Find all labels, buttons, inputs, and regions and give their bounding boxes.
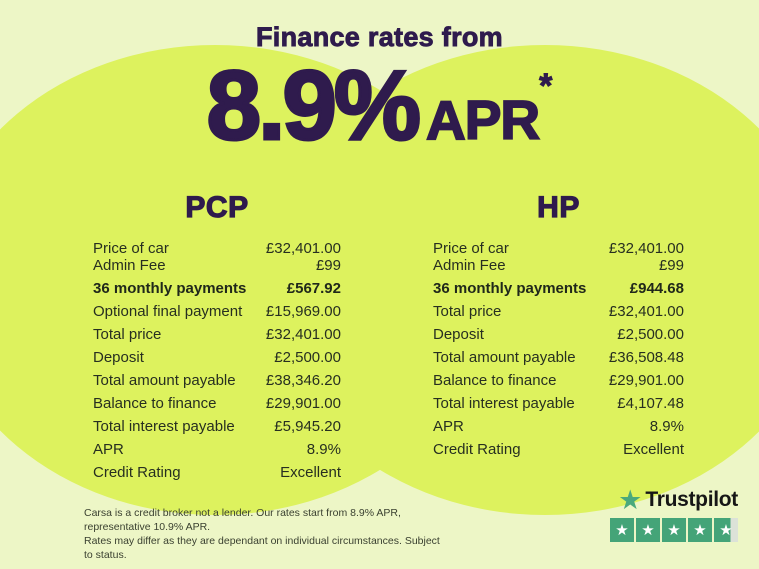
trustpilot-logo: ★ Trustpilot <box>618 485 738 515</box>
row-value: £29,901.00 <box>608 372 684 389</box>
legal-disclaimer: Carsa is a credit broker not a lender. O… <box>84 506 444 562</box>
rate-value: 8.9% <box>205 50 422 160</box>
table-row: Price of car £32,401.00 <box>93 240 341 257</box>
trustpilot-rating-stars: ★ ★ ★ ★ ★ <box>610 518 738 542</box>
row-label: Total interest payable <box>93 418 235 435</box>
table-row: 36 monthly payments £567.92 <box>93 280 341 297</box>
row-value: £2,500.00 <box>617 326 684 343</box>
star-icon: ★ <box>610 518 634 542</box>
disclaimer-line-1: Carsa is a credit broker not a lender. O… <box>84 507 401 533</box>
table-row: Total interest payable £5,945.20 <box>93 418 341 435</box>
table-row: Balance to finance £29,901.00 <box>93 395 341 412</box>
row-value: £15,969.00 <box>265 303 341 320</box>
rate-asterisk: * <box>539 67 553 106</box>
star-icon: ★ <box>688 518 712 542</box>
row-value: £36,508.48 <box>608 349 684 366</box>
page-title: Finance rates from <box>256 22 504 53</box>
star-icon: ★ <box>636 518 660 542</box>
table-row: Credit Rating Excellent <box>433 441 684 458</box>
row-label: Total amount payable <box>433 349 576 366</box>
table-row: APR 8.9% <box>93 441 341 458</box>
table-row: APR 8.9% <box>433 418 684 435</box>
pcp-table-title: PCP <box>185 190 249 224</box>
row-label: Total interest payable <box>433 395 575 412</box>
row-label: Optional final payment <box>93 303 243 320</box>
table-row: Deposit £2,500.00 <box>433 326 684 343</box>
row-value: £5,945.20 <box>274 418 341 435</box>
row-label: Price of car <box>433 240 509 257</box>
row-label: Admin Fee <box>433 257 506 274</box>
row-label: Total price <box>93 326 162 343</box>
table-row: Admin Fee £99 <box>93 257 341 274</box>
row-value: £567.92 <box>286 280 341 297</box>
row-value: £32,401.00 <box>265 326 341 343</box>
table-row: Admin Fee £99 <box>433 257 684 274</box>
row-label: Deposit <box>93 349 144 366</box>
row-value: £32,401.00 <box>608 240 684 257</box>
star-icon: ★ <box>662 518 686 542</box>
hp-table-title: HP <box>537 190 580 224</box>
trustpilot-badge: ★ Trustpilot ★ ★ ★ ★ ★ <box>610 487 738 542</box>
half-star-icon: ★ <box>714 518 738 542</box>
row-label: Total amount payable <box>93 372 236 389</box>
row-label: Price of car <box>93 240 169 257</box>
row-label: 36 monthly payments <box>433 280 587 297</box>
table-row: Credit Rating Excellent <box>93 464 341 481</box>
row-label: Credit Rating <box>93 464 181 481</box>
table-row: Total amount payable £38,346.20 <box>93 372 341 389</box>
table-row: Balance to finance £29,901.00 <box>433 372 684 389</box>
row-value: £944.68 <box>629 280 684 297</box>
row-value: Excellent <box>623 441 684 458</box>
row-label: Admin Fee <box>93 257 166 274</box>
row-value: Excellent <box>280 464 341 481</box>
row-label: Deposit <box>433 326 484 343</box>
row-value: £32,401.00 <box>608 303 684 320</box>
row-value: £32,401.00 <box>265 240 341 257</box>
row-value: £4,107.48 <box>617 395 684 412</box>
row-label: APR <box>93 441 124 458</box>
row-label: Balance to finance <box>433 372 557 389</box>
hp-table: HP Price of car £32,401.00 Admin Fee £99… <box>433 190 684 458</box>
table-row: Total price £32,401.00 <box>93 326 341 343</box>
disclaimer-line-2: Rates may differ as they are dependant o… <box>84 535 440 561</box>
row-label: Total price <box>433 303 502 320</box>
table-row: Optional final payment £15,969.00 <box>93 303 341 320</box>
row-value: 8.9% <box>649 418 684 435</box>
table-row: Total price £32,401.00 <box>433 303 684 320</box>
row-value: £2,500.00 <box>274 349 341 366</box>
table-row: Total interest payable £4,107.48 <box>433 395 684 412</box>
headline-rate: 8.9% APR * <box>0 50 759 160</box>
background-ellipse-right <box>265 45 759 515</box>
table-row: Total amount payable £36,508.48 <box>433 349 684 366</box>
row-value: £99 <box>315 257 341 274</box>
row-label: Credit Rating <box>433 441 521 458</box>
row-label: APR <box>433 418 464 435</box>
table-row: Deposit £2,500.00 <box>93 349 341 366</box>
row-value: £38,346.20 <box>265 372 341 389</box>
pcp-table: PCP Price of car £32,401.00 Admin Fee £9… <box>93 190 341 481</box>
table-row: Price of car £32,401.00 <box>433 240 684 257</box>
trustpilot-brand-name: Trustpilot <box>645 488 738 511</box>
table-row: 36 monthly payments £944.68 <box>433 280 684 297</box>
row-value: £29,901.00 <box>265 395 341 412</box>
rate-apr-label: APR <box>425 88 541 152</box>
trustpilot-star-icon: ★ <box>618 485 643 515</box>
row-value: 8.9% <box>306 441 341 458</box>
row-label: 36 monthly payments <box>93 280 247 297</box>
row-value: £99 <box>658 257 684 274</box>
row-label: Balance to finance <box>93 395 217 412</box>
